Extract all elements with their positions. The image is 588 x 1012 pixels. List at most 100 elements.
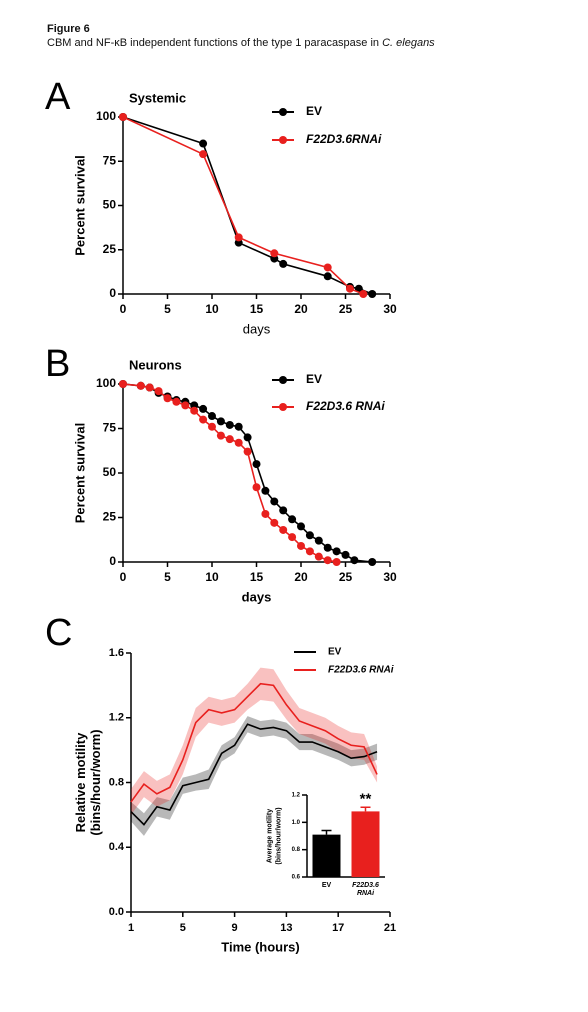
data-point — [323, 272, 332, 281]
legend-label: EV — [328, 647, 342, 658]
y-tick-label: 100 — [96, 109, 116, 123]
data-point — [341, 550, 350, 559]
category-label: EV — [321, 882, 332, 889]
legend-label: F22D3.6 RNAi — [306, 399, 385, 413]
x-tick-label: 15 — [250, 302, 264, 316]
x-tick-label: 20 — [294, 302, 308, 316]
data-point — [208, 422, 216, 431]
y-tick-label: 1.2 — [292, 793, 301, 799]
data-point — [359, 290, 368, 298]
data-point — [323, 263, 332, 272]
x-tick-label: 1 — [128, 922, 134, 934]
data-point — [332, 558, 341, 566]
data-point — [279, 259, 288, 268]
data-point — [119, 113, 127, 121]
data-point — [225, 420, 234, 429]
caption-species: C. elegans — [382, 37, 435, 49]
y-tick-label: 100 — [96, 376, 116, 390]
y-tick-label: 0 — [109, 554, 116, 568]
data-point — [145, 383, 154, 392]
data-point — [288, 515, 297, 524]
data-point — [368, 290, 377, 298]
data-point — [305, 531, 314, 540]
error-band — [131, 667, 378, 815]
data-point — [199, 150, 208, 159]
y-tick-label: 0 — [109, 286, 116, 300]
data-point — [270, 518, 279, 527]
error-bar — [321, 829, 332, 835]
x-tick-label: 13 — [280, 922, 292, 934]
x-tick-label: 25 — [339, 570, 353, 584]
data-point — [270, 249, 279, 258]
y-tick-label: 0.6 — [292, 875, 301, 881]
data-point — [172, 397, 181, 406]
data-point — [279, 525, 288, 534]
data-point — [252, 460, 261, 469]
x-tick-label: 20 — [294, 570, 308, 584]
data-point — [261, 509, 270, 518]
legend-label: F22D3.6RNAi — [306, 132, 382, 146]
data-point — [314, 536, 323, 545]
x-tick-label: 0 — [120, 570, 127, 584]
legend-label: EV — [306, 104, 322, 118]
data-point — [163, 394, 172, 403]
y-tick-label: 50 — [103, 198, 117, 212]
legend-marker — [279, 376, 287, 384]
x-tick-label: 30 — [383, 302, 397, 316]
caption-line: CBM and NF-κB independent functions of t… — [47, 36, 435, 50]
legend-label: F22D3.6 RNAi — [328, 665, 394, 676]
significance: ** — [360, 790, 372, 807]
y-tick-label: 0.8 — [292, 847, 301, 853]
y-tick-label: 25 — [103, 510, 117, 524]
x-tick-label: 10 — [205, 570, 219, 584]
data-point — [323, 556, 332, 565]
data-point — [119, 380, 127, 388]
y-axis-label: Relative motility — [73, 732, 88, 832]
legend-marker — [279, 136, 287, 144]
data-point — [270, 497, 279, 506]
panel-letter: A — [45, 76, 71, 118]
y-tick-label: 1.0 — [292, 820, 301, 826]
category-label: F22D3.6 RNAi — [352, 882, 379, 897]
y-axis-label: (bins/hour/worm) — [88, 729, 103, 835]
series-line — [130, 723, 378, 826]
x-tick-label: 10 — [205, 302, 219, 316]
y-axis-label: Percent survival — [72, 423, 87, 523]
legend-label: EV — [306, 372, 322, 386]
x-axis-label: days — [242, 589, 272, 604]
data-point — [332, 547, 341, 556]
data-point — [243, 447, 252, 456]
chart-title: Neurons — [129, 357, 182, 372]
y-tick-label: 1.2 — [109, 712, 124, 724]
x-tick-label: 30 — [383, 570, 397, 584]
panel-letter: C — [45, 612, 72, 654]
data-point — [216, 417, 225, 426]
bar — [351, 811, 380, 877]
data-point — [181, 401, 190, 410]
data-point — [225, 435, 234, 444]
x-tick-label: 25 — [339, 302, 353, 316]
x-tick-label: 15 — [250, 570, 264, 584]
x-tick-label: 5 — [180, 922, 186, 934]
legend-marker — [279, 403, 287, 411]
chart-title: Systemic — [129, 90, 186, 105]
header: Figure 6 CBM and NF-κB independent funct… — [47, 22, 435, 50]
series-line — [130, 682, 378, 803]
x-tick-label: 0 — [120, 302, 127, 316]
data-point — [323, 543, 332, 552]
y-tick-label: 75 — [103, 153, 117, 167]
x-tick-label: 17 — [332, 922, 344, 934]
data-point — [350, 556, 359, 565]
data-point — [314, 552, 323, 561]
y-axis-label: Percent survival — [72, 155, 87, 255]
data-point — [208, 412, 216, 421]
data-point — [216, 431, 225, 440]
caption: CBM and NF-κB independent functions of t… — [47, 37, 380, 49]
x-tick-label: 5 — [164, 302, 171, 316]
data-point — [288, 533, 297, 542]
x-tick-label: 21 — [384, 922, 396, 934]
legend-marker — [279, 108, 287, 116]
data-point — [199, 139, 208, 148]
data-point — [136, 381, 145, 390]
